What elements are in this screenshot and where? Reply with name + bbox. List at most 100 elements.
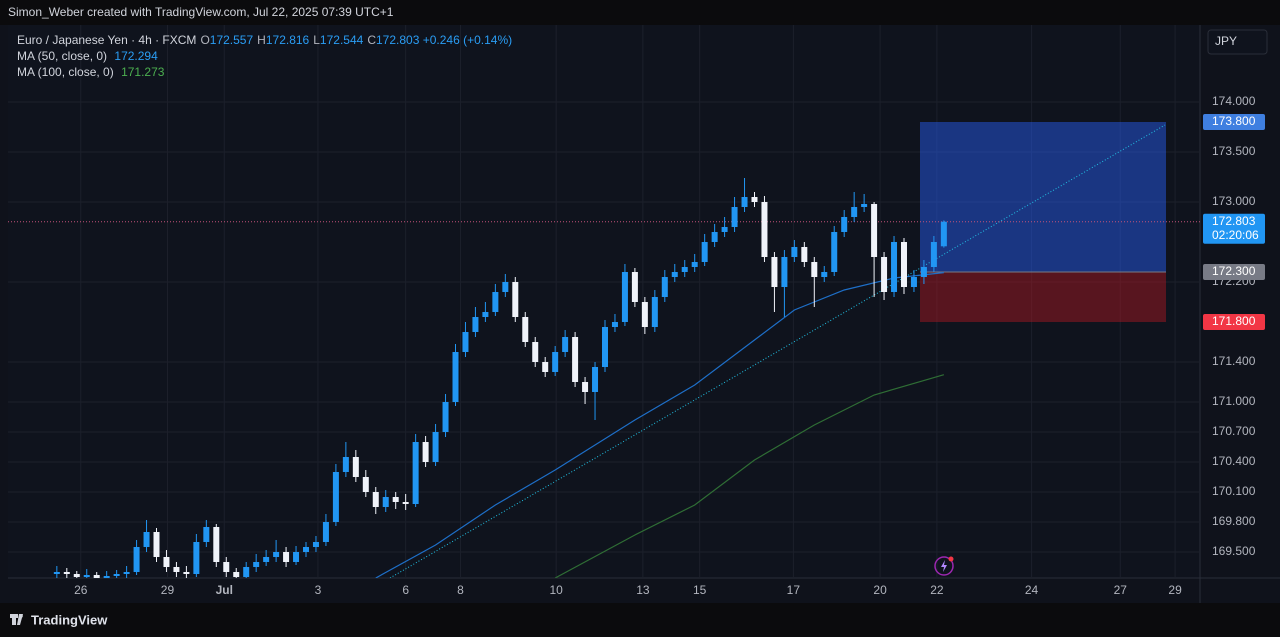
candle-body [412, 442, 419, 504]
candle-body [352, 457, 359, 477]
candle-body [332, 472, 339, 522]
candle-body [73, 574, 80, 577]
change: +0.246 (+0.14%) [422, 33, 513, 47]
y-tick-label: 170.700 [1212, 424, 1256, 438]
stop-label: 171.800 [1212, 314, 1256, 328]
y-tick-label: 169.800 [1212, 514, 1256, 528]
candle-body [372, 492, 379, 507]
candle-body [402, 502, 409, 504]
ohlc-key: H [257, 33, 266, 47]
candle-body [621, 272, 628, 322]
candle-body [582, 382, 589, 392]
y-tick-label: 174.000 [1212, 94, 1256, 108]
candle-body [841, 217, 848, 232]
brand-name: TradingView [31, 612, 108, 627]
candle-body [681, 267, 688, 272]
candle-body [243, 567, 250, 577]
candle-body [422, 442, 429, 462]
candle-body [163, 557, 170, 567]
candle-body [312, 542, 319, 547]
candle-body [203, 527, 210, 542]
y-tick-label: 173.000 [1212, 194, 1256, 208]
y-tick-label: 171.400 [1212, 354, 1256, 368]
x-tick-label: 15 [693, 583, 707, 597]
candle-body [542, 362, 549, 372]
candle-body [651, 297, 658, 327]
candle-body [781, 257, 788, 287]
candle-body [362, 477, 369, 492]
header-bar [0, 0, 1280, 25]
candle-body [183, 572, 190, 574]
candle-body [83, 575, 90, 577]
x-tick-label: 6 [402, 583, 409, 597]
y-tick-label: 171.000 [1212, 394, 1256, 408]
candle-body [342, 457, 349, 472]
target-label: 173.800 [1212, 114, 1256, 128]
legend: Euro / Japanese Yen · 4h · FXCM O172.557 H… [17, 32, 512, 80]
brand-logo [10, 614, 23, 625]
candle-body [322, 522, 329, 542]
candle-body [572, 337, 579, 382]
x-tick-label: Jul [216, 583, 233, 597]
candle-body [53, 572, 60, 574]
candle-body [671, 272, 678, 277]
candle-body [93, 575, 100, 578]
candle-body [293, 552, 300, 562]
x-tick-label: 26 [74, 583, 88, 597]
ohlc: O172.557 H172.816 L172.544 C172.803 [196, 33, 419, 47]
indicator-value: 171.273 [121, 65, 165, 79]
ohlc-key: O [200, 33, 210, 47]
candle-body [522, 317, 529, 342]
moving-average [554, 374, 945, 578]
candle-body [761, 202, 768, 257]
candle-body [462, 332, 469, 352]
indicator-value: 172.294 [114, 49, 158, 63]
indicator-name: MA (50, close, 0) [17, 49, 108, 63]
indicator-name: MA (100, close, 0) [17, 65, 114, 79]
candle-body [920, 267, 927, 277]
ohlc-value: 172.557 [209, 33, 254, 47]
candle-body [661, 277, 668, 297]
candle-body [123, 572, 130, 574]
candle-body [851, 207, 858, 217]
candle-body [871, 204, 878, 257]
stop-zone [920, 272, 1166, 322]
candle-body [273, 552, 280, 557]
ohlc-key: C [367, 33, 376, 47]
candle-body [791, 247, 798, 257]
candle-body [502, 282, 509, 292]
candle-body [113, 574, 120, 576]
candle-body [143, 532, 150, 547]
candle-body [721, 227, 728, 232]
ohlc-value: 172.816 [265, 33, 310, 47]
y-tick-label: 173.500 [1212, 144, 1256, 158]
x-tick-label: 8 [457, 583, 464, 597]
indicator-row: MA (100, close, 0) 171.273 [17, 64, 512, 80]
target-zone [920, 122, 1166, 272]
candle-body [382, 497, 389, 507]
alert-icon[interactable] [934, 556, 954, 576]
entry-label: 172.300 [1212, 264, 1256, 278]
x-tick-label: 20 [873, 583, 887, 597]
x-tick-label: 10 [549, 583, 563, 597]
currency-box[interactable] [1207, 29, 1268, 55]
x-tick-label: 22 [930, 583, 944, 597]
candle-body [133, 547, 140, 572]
ohlc-value: 172.803 [375, 33, 420, 47]
candle-body [103, 576, 110, 578]
y-tick-label: 170.400 [1212, 454, 1256, 468]
candle-body [801, 247, 808, 262]
legend-row: Euro / Japanese Yen · 4h · FXCM O172.557 H… [17, 32, 512, 48]
indicator-legend: MA (50, close, 0) 172.294 MA (100, close,… [17, 48, 512, 80]
footer-bar [0, 603, 1280, 637]
candle-body [592, 367, 599, 392]
candle-body [861, 204, 868, 207]
candle-body [701, 242, 708, 262]
candle-body [253, 562, 260, 567]
currency: JPY [1215, 34, 1237, 48]
target-label-box [1203, 114, 1265, 130]
symbol-title: Euro / Japanese Yen · 4h · FXCM [17, 33, 197, 47]
x-tick-label: 17 [787, 583, 801, 597]
candle-body [611, 322, 618, 327]
